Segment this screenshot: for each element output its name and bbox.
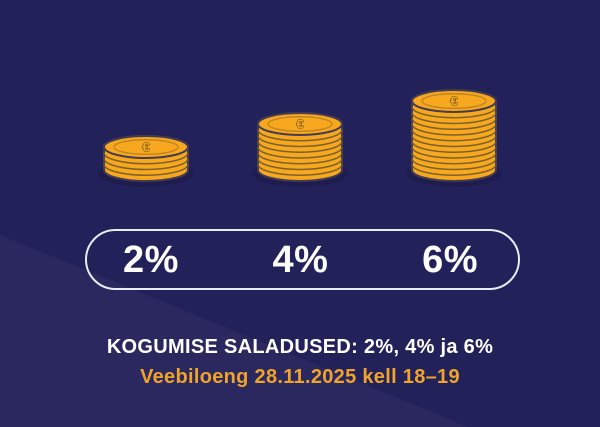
percentage-pill: 2% 4% 6% (85, 229, 520, 290)
svg-text:€: € (142, 140, 149, 155)
svg-text:€: € (296, 117, 303, 132)
coin-stack-4%: € (252, 112, 348, 187)
caption-title: KOGUMISE SALADUSED: 2%, 4% ja 6% (106, 336, 494, 358)
percent-label-6: 6% (422, 238, 478, 281)
percent-label-4: 4% (272, 238, 329, 281)
caption-block: KOGUMISE SALADUSED: 2%, 4% ja 6% Veebilo… (0, 332, 600, 392)
caption-subtitle: Veebiloeng 28.11.2025 kell 18–19 (140, 366, 460, 388)
coin-stack-6%: € (406, 89, 502, 187)
coin-stacks-chart: € € € (98, 89, 502, 187)
coin-stack-2%: € (98, 135, 194, 187)
svg-text:€: € (450, 94, 457, 109)
percent-label-2: 2% (123, 238, 179, 281)
